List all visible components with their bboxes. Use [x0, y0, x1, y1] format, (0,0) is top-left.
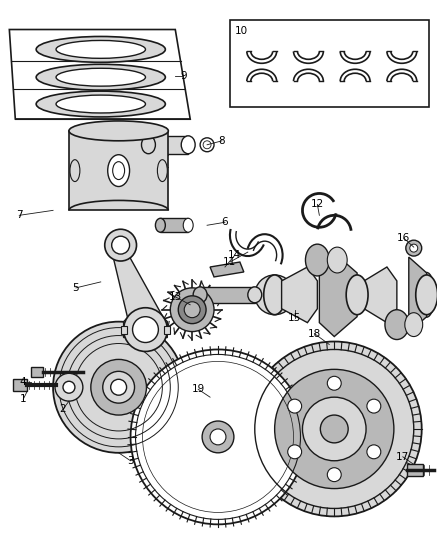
Ellipse shape: [141, 136, 155, 154]
Bar: [148, 136, 188, 154]
Circle shape: [303, 397, 366, 461]
Circle shape: [288, 445, 302, 459]
Circle shape: [320, 415, 348, 443]
Bar: [120, 326, 127, 334]
Ellipse shape: [183, 219, 193, 232]
Bar: [31, 367, 43, 377]
Bar: [200, 287, 255, 303]
Text: 1: 1: [20, 394, 27, 404]
Ellipse shape: [155, 219, 165, 232]
Ellipse shape: [69, 121, 168, 141]
Text: 10: 10: [235, 27, 248, 36]
Circle shape: [406, 240, 422, 256]
Circle shape: [103, 372, 134, 403]
Circle shape: [247, 342, 422, 516]
Text: 6: 6: [222, 217, 228, 227]
Circle shape: [124, 308, 167, 351]
Circle shape: [170, 288, 214, 332]
Ellipse shape: [36, 64, 165, 90]
Circle shape: [210, 429, 226, 445]
Ellipse shape: [56, 41, 145, 58]
Ellipse shape: [36, 36, 165, 62]
Circle shape: [200, 138, 214, 152]
Text: 12: 12: [311, 199, 324, 209]
Bar: [407, 464, 423, 475]
Circle shape: [288, 399, 302, 413]
Text: 14: 14: [228, 250, 241, 260]
Ellipse shape: [385, 310, 409, 340]
Polygon shape: [319, 253, 357, 336]
Polygon shape: [113, 255, 167, 337]
Ellipse shape: [327, 247, 347, 273]
Ellipse shape: [419, 272, 434, 317]
Polygon shape: [9, 29, 190, 119]
Circle shape: [63, 381, 75, 393]
Ellipse shape: [346, 275, 368, 314]
Ellipse shape: [305, 244, 329, 276]
Circle shape: [111, 379, 127, 395]
Ellipse shape: [157, 160, 167, 182]
Circle shape: [55, 373, 83, 401]
Bar: [13, 379, 27, 391]
Circle shape: [91, 359, 146, 415]
Circle shape: [275, 369, 394, 489]
Text: 19: 19: [191, 384, 205, 394]
Ellipse shape: [181, 136, 195, 154]
Text: 13: 13: [169, 292, 182, 302]
Text: 18: 18: [308, 328, 321, 338]
Circle shape: [367, 445, 381, 459]
Text: 5: 5: [73, 283, 79, 293]
Ellipse shape: [113, 161, 124, 180]
Text: 8: 8: [219, 136, 225, 146]
Circle shape: [410, 244, 418, 252]
Ellipse shape: [108, 155, 130, 187]
Circle shape: [327, 376, 341, 390]
Circle shape: [202, 421, 234, 453]
Ellipse shape: [248, 287, 262, 303]
Polygon shape: [409, 257, 427, 333]
Text: 9: 9: [180, 71, 187, 81]
Text: 2: 2: [60, 404, 66, 414]
Circle shape: [367, 399, 381, 413]
Polygon shape: [210, 262, 244, 277]
Bar: [230, 20, 429, 107]
Circle shape: [327, 468, 341, 482]
Circle shape: [133, 317, 159, 343]
Ellipse shape: [264, 275, 286, 314]
Ellipse shape: [405, 313, 423, 336]
Circle shape: [255, 275, 294, 314]
Text: 3: 3: [127, 456, 134, 466]
Bar: [164, 326, 170, 334]
Polygon shape: [364, 267, 397, 322]
Ellipse shape: [56, 95, 145, 113]
Text: 17: 17: [396, 452, 410, 462]
Circle shape: [53, 321, 184, 453]
Circle shape: [184, 302, 200, 318]
Text: 11: 11: [223, 257, 237, 267]
Text: 4: 4: [20, 377, 27, 387]
Ellipse shape: [36, 91, 165, 117]
Text: 7: 7: [16, 211, 23, 220]
Circle shape: [105, 229, 137, 261]
Circle shape: [112, 236, 130, 254]
Ellipse shape: [56, 68, 145, 86]
Ellipse shape: [193, 287, 207, 303]
Ellipse shape: [70, 160, 80, 182]
Ellipse shape: [416, 275, 438, 314]
Polygon shape: [282, 267, 318, 322]
Bar: [160, 219, 188, 232]
Circle shape: [178, 296, 206, 324]
Bar: [69, 131, 168, 211]
Circle shape: [203, 141, 211, 149]
Circle shape: [131, 350, 305, 524]
Text: 15: 15: [288, 313, 301, 322]
Text: 16: 16: [397, 233, 410, 243]
